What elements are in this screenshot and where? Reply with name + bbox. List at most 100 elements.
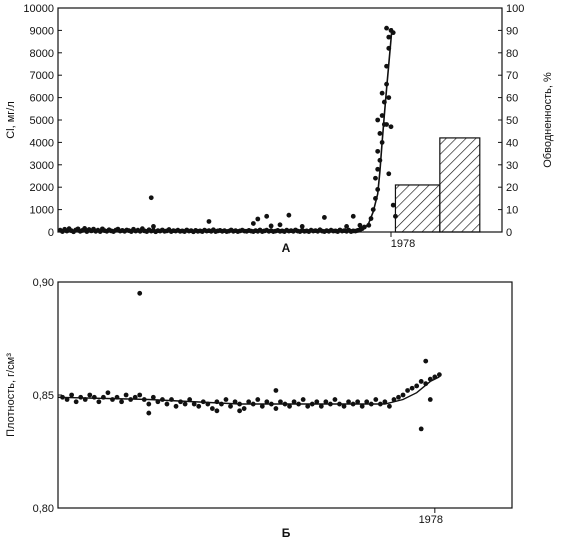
density-point	[214, 408, 220, 414]
panel-a-left-tick-label: 4000	[30, 137, 54, 149]
density-point	[246, 399, 252, 405]
density-point	[228, 403, 233, 409]
panel-a-left-tick-label: 9000	[30, 25, 54, 37]
density-point	[96, 399, 102, 405]
density-point	[209, 406, 215, 411]
chloride-point	[386, 34, 392, 40]
chloride-point	[299, 224, 305, 229]
density-point	[232, 399, 238, 405]
density-point	[405, 388, 410, 393]
density-point	[264, 399, 270, 405]
panel-a-watercut-bars	[394, 137, 481, 233]
density-point	[182, 401, 188, 407]
density-point	[382, 399, 388, 405]
watercut-bar	[439, 137, 481, 233]
chloride-point	[206, 219, 212, 224]
chloride-point	[344, 224, 349, 229]
chloride-point	[393, 213, 398, 219]
chloride-point	[375, 148, 381, 154]
chloride-point	[388, 124, 394, 130]
panel-a-1978-label: 1978	[391, 238, 415, 250]
density-point	[146, 401, 152, 407]
panel-a-chloride-points	[57, 25, 398, 235]
density-point	[173, 403, 179, 409]
density-point	[391, 397, 397, 402]
density-point	[436, 372, 442, 378]
chloride-point	[286, 212, 292, 218]
panel-a-right-tick-label: 30	[506, 160, 518, 172]
density-point	[400, 392, 406, 398]
density-point	[223, 397, 229, 402]
density-point	[91, 394, 97, 400]
density-point	[187, 397, 193, 402]
panel-a-right-tick-label: 90	[506, 25, 518, 37]
panel-a-left-tick-label: 0	[48, 227, 54, 239]
chloride-point	[264, 213, 270, 219]
panel-b-density-points	[60, 290, 442, 432]
panel-b-1978-label: 1978	[419, 514, 443, 526]
density-point	[396, 394, 401, 400]
panel-a-right-tick-label: 10	[506, 205, 518, 217]
panel-a-yaxis-left: 0 1000 2000 3000 4000 5000 6000 7000 8000 9000 100…	[23, 3, 62, 239]
panel-a-left-tick-label: 1000	[30, 205, 54, 217]
density-point	[191, 401, 197, 407]
chloride-point	[384, 122, 389, 127]
panel-a-left-tick-label: 7000	[30, 70, 54, 82]
panel-a-right-tick-label: 80	[506, 48, 518, 60]
chloride-point	[379, 90, 385, 96]
density-point	[318, 403, 324, 409]
density-point	[273, 406, 279, 411]
chloride-point	[375, 117, 381, 123]
chloride-point	[384, 25, 389, 31]
panel-a-right-tick-label: 100	[506, 3, 524, 15]
density-point	[123, 392, 129, 398]
chloride-point	[386, 95, 392, 100]
density-point	[418, 426, 424, 432]
density-point	[364, 399, 370, 405]
chloride-point	[377, 131, 383, 136]
density-point	[373, 397, 379, 402]
panel-b-ylabel: Плотность, г/см³	[5, 353, 17, 437]
density-point	[300, 397, 306, 402]
panel-a-left-tick-label: 8000	[30, 48, 54, 60]
density-point	[346, 399, 351, 405]
chloride-point	[250, 221, 256, 226]
panel-a-left-tick-label: 5000	[30, 115, 54, 127]
density-point	[137, 392, 143, 398]
density-point	[255, 397, 261, 402]
chloride-point	[379, 113, 385, 118]
panel-b-tick-label: 0,85	[33, 390, 54, 402]
panel-a-right-tick-label: 70	[506, 70, 518, 82]
density-point	[355, 399, 361, 405]
density-point	[387, 403, 392, 409]
panel-a-left-tick-label: 10000	[23, 3, 54, 15]
panel-a-chloride-trend-line	[57, 28, 393, 232]
watercut-bar	[394, 184, 441, 233]
chloride-point	[386, 171, 392, 177]
density-point	[305, 403, 311, 409]
panel-a-left-tick-label: 3000	[30, 160, 54, 172]
panel-a-right-tick-label: 20	[506, 182, 518, 194]
density-point	[137, 290, 143, 296]
chloride-point	[151, 224, 156, 229]
density-point	[423, 358, 429, 364]
density-point	[146, 410, 152, 416]
density-point	[414, 383, 420, 389]
panel-a-right-tick-label: 0	[506, 227, 512, 239]
density-point	[359, 403, 365, 409]
density-point	[287, 403, 292, 409]
density-point	[150, 394, 156, 400]
panel-b-density-trend-line	[57, 376, 440, 405]
density-point	[69, 392, 75, 398]
density-point	[87, 392, 93, 398]
density-point	[323, 399, 329, 405]
panel-a-right-tick-label: 50	[506, 115, 518, 127]
density-point	[119, 399, 124, 405]
density-point	[110, 397, 115, 402]
density-point	[164, 401, 170, 407]
density-point	[341, 403, 347, 409]
density-point	[273, 388, 279, 393]
chloride-point	[357, 222, 363, 228]
panel-a-ylabel-right: Обводненность, %	[542, 72, 554, 168]
